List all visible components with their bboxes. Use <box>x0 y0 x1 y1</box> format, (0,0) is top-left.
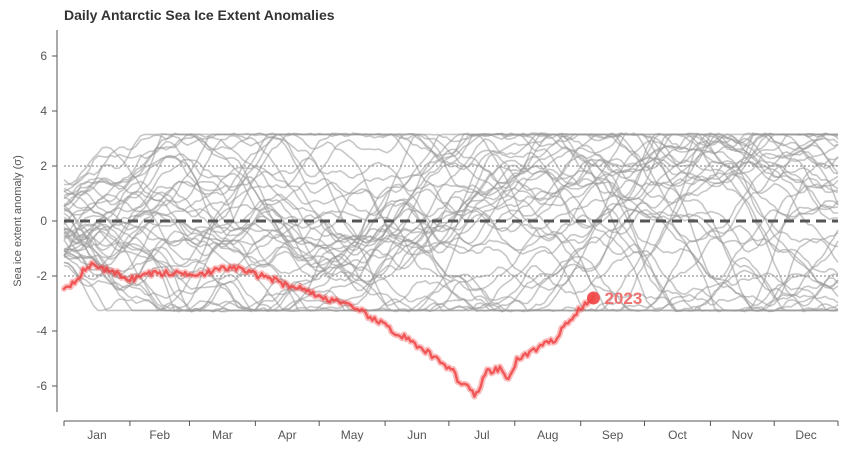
x-tick-label: Aug <box>537 428 558 442</box>
x-tick-label: Feb <box>149 428 170 442</box>
x-tick-label: Jul <box>474 428 489 442</box>
historical-series-line <box>63 132 839 260</box>
x-tick-label: Jun <box>407 428 426 442</box>
y-tick-label: -4 <box>36 324 47 338</box>
historical-series-line <box>63 132 839 286</box>
chart-title: Daily Antarctic Sea Ice Extent Anomalies <box>64 7 335 23</box>
historical-series-line <box>63 140 839 313</box>
y-tick-label: -2 <box>36 269 47 283</box>
historical-series-line <box>63 143 839 312</box>
highlight-series-label: 2023 <box>604 289 642 308</box>
historical-series-line <box>63 157 839 312</box>
historical-series-line <box>63 135 839 313</box>
historical-series-line <box>63 180 839 313</box>
historical-series-line <box>63 134 839 312</box>
highlight-series-line <box>62 261 595 398</box>
historical-series-line <box>63 193 839 313</box>
y-axis-label: Sea ice extent anomaly (σ) <box>12 155 24 287</box>
historical-series-line <box>63 132 839 259</box>
historical-series-line <box>63 132 839 292</box>
historical-series-layer <box>63 132 839 313</box>
highlight-series-layer: 2023 <box>61 259 642 400</box>
y-tick-label: 0 <box>40 214 47 228</box>
highlight-end-marker <box>586 291 600 305</box>
y-tick-label: 2 <box>40 159 47 173</box>
x-tick-label: May <box>341 428 364 442</box>
historical-series-line <box>63 168 839 313</box>
historical-series-line <box>63 154 838 312</box>
x-tick-label: Apr <box>278 428 297 442</box>
y-tick-label: -6 <box>36 379 47 393</box>
y-tick-label: 6 <box>40 49 47 63</box>
x-tick-label: Jan <box>87 428 106 442</box>
historical-series-line <box>63 147 839 280</box>
x-tick-label: Sep <box>602 428 624 442</box>
axes-layer: -6 -4 -2 0 2 4 6 Jan Feb Mar Apr May Jun Jul Aug Sep Oct… <box>36 30 839 442</box>
historical-series-line <box>63 132 839 313</box>
x-tick-label: Oct <box>668 428 687 442</box>
y-tick-label: 4 <box>40 104 47 118</box>
historical-series-line <box>63 132 839 273</box>
x-tick-label: Nov <box>732 428 753 442</box>
x-tick-label: Mar <box>212 428 233 442</box>
x-tick-label: Dec <box>795 428 816 442</box>
historical-series-line <box>63 132 839 256</box>
historical-series-line <box>63 175 839 312</box>
